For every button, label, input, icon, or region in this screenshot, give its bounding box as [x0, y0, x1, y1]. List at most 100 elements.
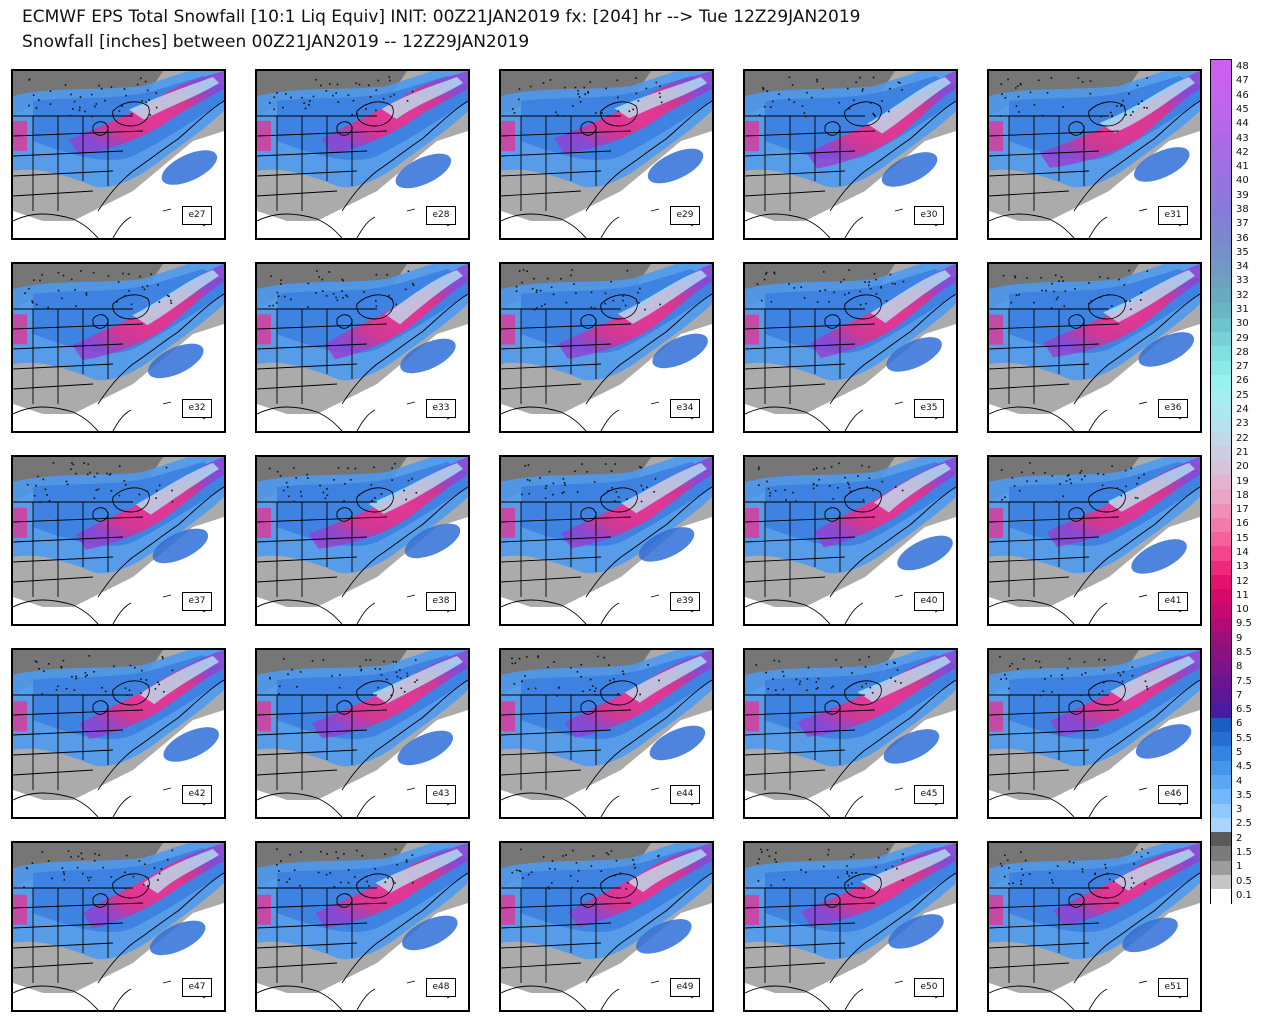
colorbar-tick-label: 28: [1236, 346, 1249, 358]
member-label: e30: [914, 206, 944, 225]
colorbar-tick-label: 26: [1236, 375, 1249, 387]
colorbar-segment: [1211, 317, 1231, 333]
ensemble-member-panel: e28: [255, 69, 470, 240]
colorbar-segment: [1211, 645, 1231, 661]
colorbar-segment: [1211, 460, 1231, 475]
snowfall-map: [501, 71, 712, 238]
ensemble-member-panel: e42: [11, 648, 226, 819]
member-label: e46: [1158, 785, 1188, 804]
ensemble-member-panel: e35: [743, 262, 958, 433]
ensemble-member-panel: e36: [987, 262, 1202, 433]
ensemble-member-panel: e40: [743, 455, 958, 626]
colorbar-segment: [1211, 674, 1231, 690]
colorbar-segment: [1211, 374, 1231, 390]
colorbar-segment: [1211, 845, 1231, 861]
colorbar-tick-label: 27: [1236, 361, 1249, 373]
colorbar-tick-label: 13: [1236, 561, 1249, 573]
colorbar-segment: [1211, 745, 1231, 761]
snowfall-map: [989, 650, 1200, 817]
colorbar-tick-label: 25: [1236, 389, 1249, 401]
ensemble-member-panel: e44: [499, 648, 714, 819]
member-label: e33: [426, 399, 456, 418]
colorbar-tick-label: 35: [1236, 246, 1249, 258]
member-label: e48: [426, 978, 456, 997]
snowfall-map: [745, 650, 956, 817]
colorbar-segment: [1211, 402, 1231, 418]
member-label: e50: [914, 978, 944, 997]
member-label: e51: [1158, 978, 1188, 997]
colorbar-segment: [1211, 345, 1231, 361]
snowfall-map: [989, 71, 1200, 238]
colorbar-segment: [1211, 545, 1231, 561]
member-label: e34: [670, 399, 700, 418]
ensemble-member-panel: e27: [11, 69, 226, 240]
member-label: e42: [182, 785, 212, 804]
ensemble-member-panel: e39: [499, 455, 714, 626]
ensemble-member-panel: e45: [743, 648, 958, 819]
colorbar-tick-label: 36: [1236, 232, 1249, 244]
ensemble-member-panel: e47: [11, 841, 226, 1012]
colorbar-tick-label: 9: [1236, 632, 1243, 644]
colorbar-tick-label: 7.5: [1236, 675, 1252, 687]
colorbar-tick-label: 11: [1236, 589, 1249, 601]
member-label: e27: [182, 206, 212, 225]
colorbar-tick-label: 30: [1236, 318, 1249, 330]
member-label: e28: [426, 206, 456, 225]
ensemble-member-panel: e38: [255, 455, 470, 626]
colorbar-segment: [1211, 288, 1231, 304]
colorbar-tick-label: 38: [1236, 204, 1249, 216]
colorbar-tick-label: 7: [1236, 689, 1243, 701]
colorbar-segment: [1211, 531, 1231, 547]
colorbar-tick-label: 3.5: [1236, 789, 1252, 801]
colorbar-segment: [1211, 617, 1231, 633]
colorbar-tick-label: 45: [1236, 104, 1249, 115]
colorbar-segment: [1211, 360, 1231, 375]
colorbar-tick-label: 22: [1236, 432, 1249, 444]
snowfall-map: [745, 71, 956, 238]
member-label: e43: [426, 785, 456, 804]
colorbar-tick-label: 9.5: [1236, 618, 1252, 630]
snowfall-map: [257, 264, 468, 431]
colorbar-tick-label: 21: [1236, 446, 1249, 458]
colorbar-segment: [1211, 631, 1231, 647]
colorbar-segment: [1211, 74, 1231, 90]
colorbar-segment: [1211, 831, 1231, 847]
ensemble-member-panel: e34: [499, 262, 714, 433]
member-label: e47: [182, 978, 212, 997]
snowfall-map: [745, 843, 956, 1010]
ensemble-member-panel: e51: [987, 841, 1202, 1012]
colorbar-segment: [1211, 474, 1231, 490]
colorbar-segment: [1211, 260, 1231, 275]
ensemble-member-panel: e50: [743, 841, 958, 1012]
member-label: e36: [1158, 399, 1188, 418]
colorbar-tick-label: 43: [1236, 132, 1249, 144]
colorbar-tick-label: 42: [1236, 146, 1249, 158]
colorbar-tick-label: 15: [1236, 532, 1249, 544]
colorbar-tick-label: 23: [1236, 418, 1249, 430]
colorbar-tick-label: 24: [1236, 404, 1249, 416]
colorbar-segment: [1211, 202, 1231, 218]
ensemble-member-panel: e30: [743, 69, 958, 240]
colorbar-segment: [1211, 131, 1231, 147]
colorbar-tick-label: 0.5: [1236, 875, 1252, 887]
snowfall-map: [13, 457, 224, 624]
colorbar-segment: [1211, 88, 1231, 104]
snowfall-map: [501, 264, 712, 431]
colorbar-tick-label: 46: [1236, 89, 1249, 101]
member-label: e41: [1158, 592, 1188, 611]
colorbar-tick-label: 19: [1236, 475, 1249, 487]
colorbar-tick-label: 4.5: [1236, 761, 1252, 773]
colorbar-segment: [1211, 788, 1231, 804]
colorbar-segment: [1211, 874, 1231, 890]
colorbar-segment: [1211, 574, 1231, 590]
colorbar-segment: [1211, 517, 1231, 533]
colorbar-tick-label: 29: [1236, 332, 1249, 344]
colorbar-tick-label: 16: [1236, 518, 1249, 530]
snowfall-map: [501, 457, 712, 624]
member-label: e44: [670, 785, 700, 804]
colorbar-tick-label: 14: [1236, 546, 1249, 558]
colorbar-tick-label: 1.5: [1236, 846, 1252, 858]
ensemble-panel-grid: e27 e28 e29 e30 e31 e32 e33 e34 e35 e36 e37 e38 e39 e…: [11, 69, 1202, 1012]
colorbar-tick-label: 31: [1236, 304, 1249, 316]
colorbar-tick-label: 2.5: [1236, 818, 1252, 830]
